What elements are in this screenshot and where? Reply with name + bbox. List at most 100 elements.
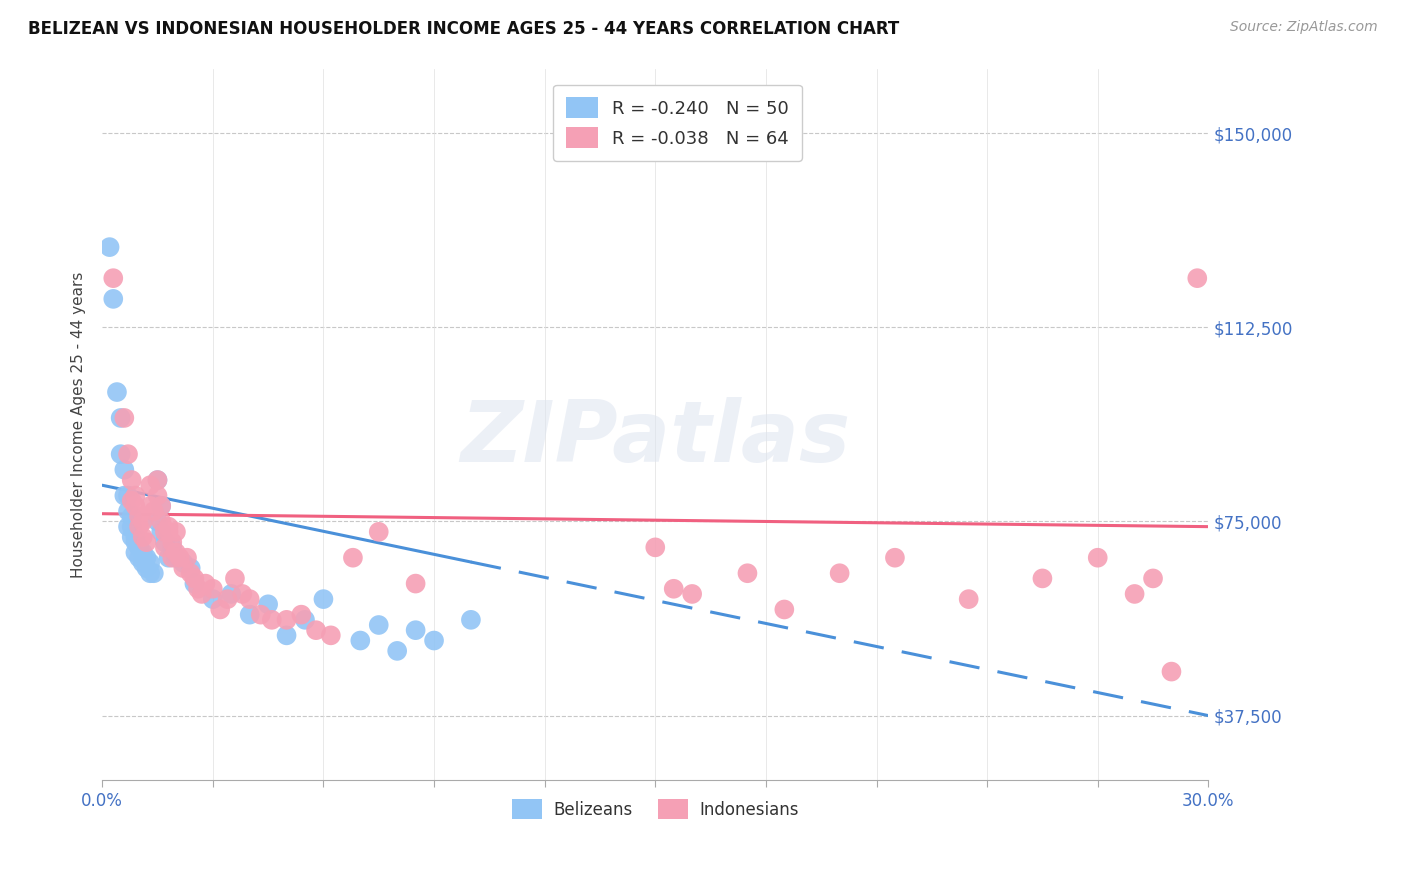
Point (135, 561, 157, 575)
Point (305, 623, 328, 637)
Point (172, 561, 194, 575)
Point (1142, 571, 1164, 585)
Point (260, 613, 283, 627)
Point (405, 623, 427, 637)
Point (183, 571, 205, 585)
Point (209, 602, 232, 616)
Point (319, 628, 342, 642)
Point (737, 566, 759, 581)
Point (117, 447, 139, 461)
Point (124, 499, 146, 513)
Point (103, 271, 125, 285)
Point (249, 607, 271, 622)
Point (153, 541, 176, 555)
Point (110, 447, 132, 461)
Point (117, 489, 139, 503)
Point (124, 535, 146, 549)
Point (1087, 550, 1109, 565)
Point (187, 582, 209, 596)
Point (165, 524, 187, 539)
Point (681, 587, 703, 601)
Point (153, 535, 176, 549)
Point (98, 240, 121, 254)
Point (139, 556, 162, 570)
Point (103, 292, 125, 306)
Point (132, 530, 155, 544)
Point (124, 545, 146, 559)
Point (150, 499, 173, 513)
Point (342, 550, 364, 565)
Point (139, 499, 162, 513)
Point (112, 411, 135, 425)
Point (121, 493, 143, 508)
Point (139, 478, 162, 492)
Point (132, 556, 155, 570)
Point (367, 618, 389, 632)
Point (121, 473, 143, 487)
Point (194, 576, 217, 591)
Point (1187, 271, 1209, 285)
Point (128, 541, 150, 555)
Point (146, 473, 169, 487)
Point (157, 550, 180, 565)
Point (146, 489, 169, 503)
Point (276, 613, 298, 627)
Point (405, 576, 427, 591)
Point (157, 524, 180, 539)
Point (884, 550, 907, 565)
Point (183, 576, 205, 591)
Point (367, 524, 389, 539)
Point (224, 571, 246, 585)
Point (1160, 665, 1182, 679)
Point (121, 530, 143, 544)
Point (957, 592, 980, 607)
Point (276, 628, 298, 642)
Point (128, 550, 150, 565)
Point (180, 561, 202, 575)
Point (132, 515, 155, 529)
Point (132, 545, 155, 559)
Point (165, 550, 187, 565)
Point (124, 489, 146, 503)
Point (201, 582, 224, 596)
Point (117, 504, 139, 518)
Point (349, 633, 371, 648)
Point (128, 519, 150, 533)
Point (146, 473, 169, 487)
Point (169, 550, 191, 565)
Point (135, 535, 157, 549)
Point (176, 550, 198, 565)
Point (142, 566, 165, 581)
Point (146, 515, 169, 529)
Point (162, 550, 184, 565)
Point (128, 509, 150, 524)
Text: ZIPatlas: ZIPatlas (460, 397, 851, 480)
Point (239, 592, 262, 607)
Point (112, 489, 135, 503)
Y-axis label: Householder Income Ages 25 - 44 years: Householder Income Ages 25 - 44 years (72, 271, 86, 578)
Point (162, 541, 184, 555)
Point (385, 644, 408, 658)
Point (110, 411, 132, 425)
Point (139, 566, 162, 581)
Point (150, 524, 173, 539)
Point (153, 524, 176, 539)
Point (828, 566, 851, 581)
Point (644, 541, 666, 555)
Point (172, 556, 194, 570)
Point (121, 519, 143, 533)
Text: BELIZEAN VS INDONESIAN HOUSEHOLDER INCOME AGES 25 - 44 YEARS CORRELATION CHART: BELIZEAN VS INDONESIAN HOUSEHOLDER INCOM… (28, 20, 900, 37)
Point (219, 587, 242, 601)
Point (191, 587, 214, 601)
Point (662, 582, 685, 596)
Point (105, 385, 128, 400)
Point (201, 592, 224, 607)
Point (312, 592, 335, 607)
Point (257, 597, 280, 611)
Point (180, 566, 202, 581)
Point (117, 519, 139, 533)
Point (142, 504, 165, 518)
Point (1031, 571, 1053, 585)
Point (150, 515, 173, 529)
Point (162, 535, 184, 549)
